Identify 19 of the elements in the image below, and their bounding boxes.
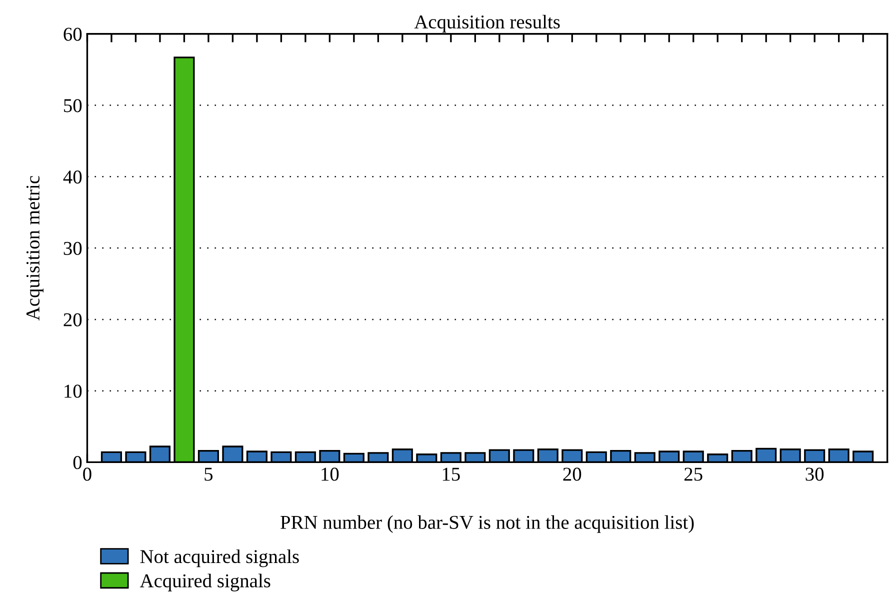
- x-axis-title: PRN number (no bar-SV is not in the acquisition list): [280, 515, 694, 533]
- x-tick-label: 5: [204, 468, 213, 481]
- y-tick-label: 50: [64, 99, 82, 112]
- x-tick-label: 30: [806, 468, 824, 481]
- x-tick-label: 15: [442, 468, 460, 481]
- legend-label: Not acquired signals: [140, 549, 299, 568]
- x-tick-label: 10: [322, 468, 339, 481]
- x-tick-label: 25: [684, 468, 702, 481]
- legend-label: Acquired signals: [140, 574, 270, 592]
- y-tick-label: 0: [73, 456, 82, 470]
- x-tick-label: 0: [83, 468, 92, 481]
- chart-title: Acquisition results: [414, 14, 560, 32]
- y-tick-label: 10: [64, 384, 82, 398]
- y-tick-label: 60: [64, 28, 82, 41]
- y-tick-label: 20: [64, 313, 82, 326]
- y-tick-label: 30: [64, 242, 82, 255]
- x-tick-label: 20: [563, 468, 582, 481]
- y-axis-title: Acquisition metric: [26, 176, 44, 320]
- y-tick-label: 40: [63, 170, 82, 184]
